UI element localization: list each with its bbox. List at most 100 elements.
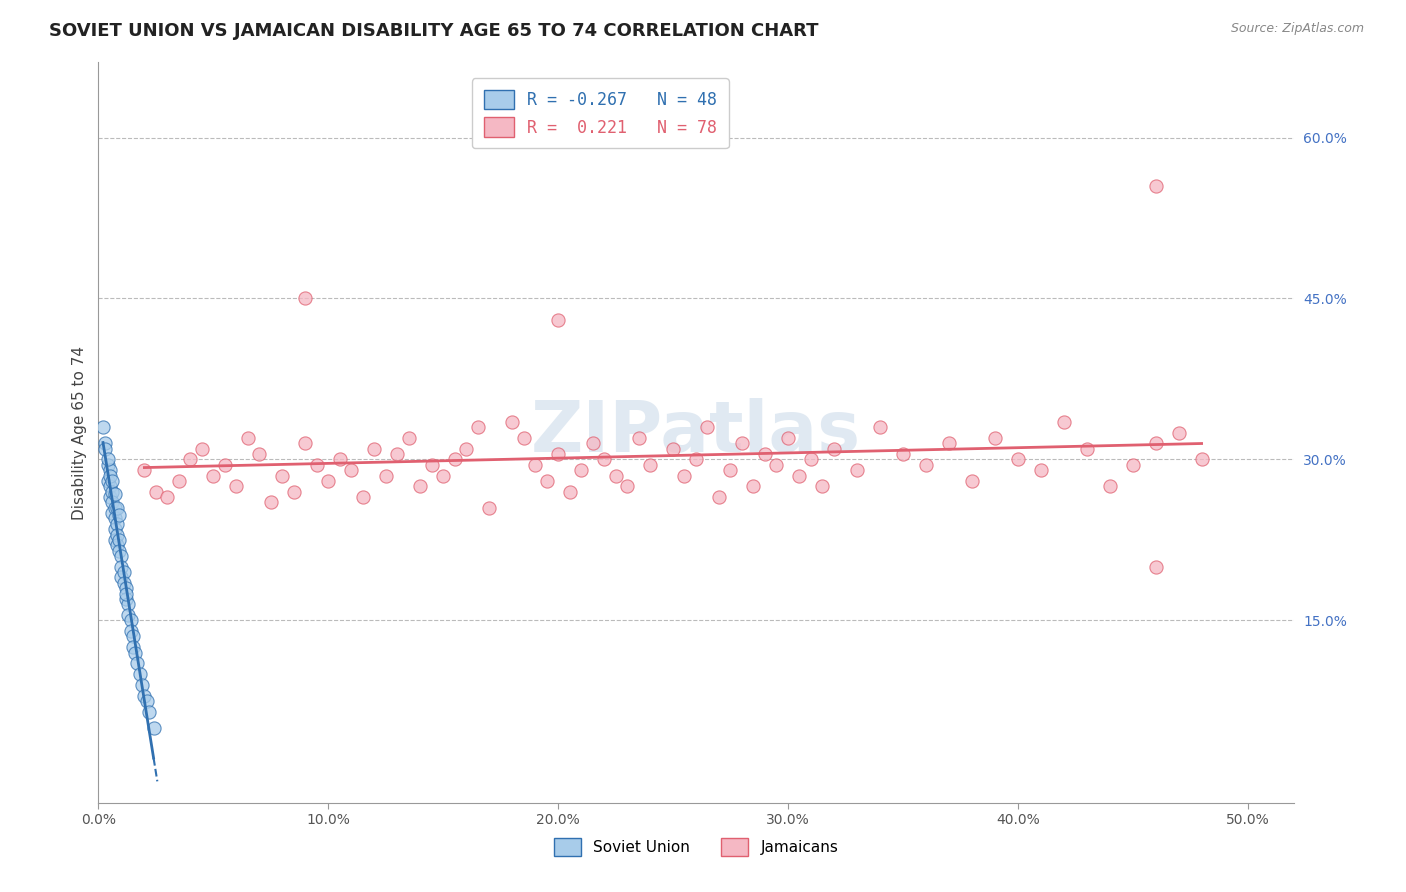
Point (1098, 479, 1121, 493)
Text: Source: ZipAtlas.com: Source: ZipAtlas.com (1230, 22, 1364, 36)
Point (94, 442, 117, 456)
Point (247, 447, 270, 461)
Point (443, 452, 465, 467)
Point (179, 452, 201, 467)
Point (294, 292, 316, 306)
Point (627, 431, 650, 445)
Point (128, 667, 150, 681)
Point (845, 463, 868, 477)
Point (569, 463, 592, 477)
Point (98, 463, 121, 477)
Point (103, 533, 125, 547)
Point (271, 468, 294, 483)
Point (316, 474, 339, 488)
Point (409, 479, 432, 493)
Point (754, 447, 776, 461)
Point (467, 420, 489, 434)
Point (122, 630, 145, 644)
Point (202, 468, 225, 483)
Point (103, 522, 125, 536)
Point (869, 420, 891, 434)
Point (138, 705, 160, 719)
Point (789, 468, 811, 483)
Point (110, 559, 132, 574)
Point (823, 442, 845, 456)
Point (374, 468, 396, 483)
Point (108, 533, 131, 547)
Point (1144, 436, 1167, 450)
Point (117, 607, 139, 622)
Point (811, 479, 834, 493)
Point (685, 452, 707, 467)
Point (127, 657, 149, 671)
Point (98, 479, 121, 493)
Point (742, 479, 765, 493)
Point (131, 678, 153, 692)
Point (156, 490, 179, 504)
Point (765, 458, 787, 472)
Point (105, 516, 128, 531)
Point (112, 575, 135, 590)
Point (501, 415, 523, 429)
Point (97, 452, 120, 467)
Point (108, 508, 131, 523)
Point (547, 313, 569, 327)
Point (98, 490, 121, 504)
Point (960, 474, 983, 488)
Point (616, 479, 638, 493)
Point (115, 586, 138, 600)
Point (432, 468, 454, 483)
Point (1122, 458, 1144, 472)
Point (260, 495, 283, 509)
Point (1167, 425, 1189, 440)
Point (101, 474, 124, 488)
Point (108, 543, 131, 558)
Y-axis label: Disability Age 65 to 74: Disability Age 65 to 74 (72, 345, 87, 520)
Point (110, 549, 132, 563)
Point (101, 495, 124, 509)
Point (142, 721, 165, 735)
Point (938, 436, 960, 450)
Point (512, 431, 534, 445)
Point (1191, 452, 1213, 467)
Point (105, 500, 128, 515)
Point (914, 458, 936, 472)
Point (115, 591, 138, 606)
Point (984, 431, 1007, 445)
Point (97, 458, 120, 472)
Point (707, 490, 730, 504)
Point (478, 500, 501, 515)
Point (167, 474, 190, 488)
Point (97, 474, 120, 488)
Point (214, 458, 236, 472)
Point (98, 468, 121, 483)
Point (524, 458, 547, 472)
Point (605, 468, 627, 483)
Text: ZIPatlas: ZIPatlas (531, 398, 860, 467)
Point (122, 640, 145, 655)
Point (673, 468, 696, 483)
Point (558, 484, 581, 499)
Point (283, 484, 305, 499)
Point (340, 463, 363, 477)
Point (456, 442, 478, 456)
Point (120, 614, 142, 628)
Point (101, 484, 124, 499)
Point (105, 538, 128, 552)
Point (1076, 442, 1098, 456)
Point (593, 452, 616, 467)
Point (398, 431, 420, 445)
Point (103, 487, 125, 501)
Point (134, 463, 156, 477)
Point (145, 484, 167, 499)
Point (638, 458, 661, 472)
Point (94, 436, 117, 450)
Text: SOVIET UNION VS JAMAICAN DISABILITY AGE 65 TO 74 CORRELATION CHART: SOVIET UNION VS JAMAICAN DISABILITY AGE … (49, 22, 818, 40)
Point (1007, 452, 1029, 467)
Point (117, 597, 139, 611)
Point (1053, 415, 1076, 429)
Point (720, 463, 742, 477)
Point (891, 447, 914, 461)
Point (112, 565, 135, 579)
Point (1144, 178, 1167, 193)
